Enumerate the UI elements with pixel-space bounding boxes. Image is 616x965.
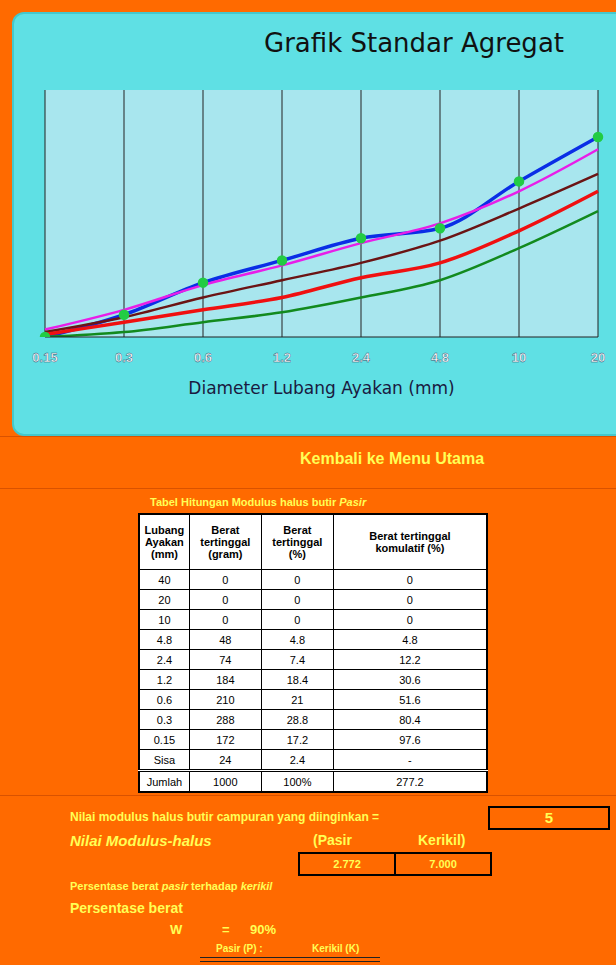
html-text:2.4: 2.4 bbox=[289, 753, 305, 766]
html-text:(Pasir: (Pasir bbox=[313, 832, 352, 848]
html-text:Berat tertinggal komulatif (%): Berat tertinggal komulatif (%) bbox=[369, 530, 451, 554]
html-text:24: 24 bbox=[219, 753, 232, 766]
html-text:4.8: 4.8 bbox=[289, 633, 305, 646]
html-text:Persentase berat: Persentase berat bbox=[70, 900, 183, 916]
html-text:Sisa: Sisa bbox=[153, 753, 176, 766]
html-text:21: 21 bbox=[291, 693, 304, 706]
html-text:10: 10 bbox=[158, 613, 171, 626]
html-text:1.2: 1.2 bbox=[156, 673, 173, 686]
html-text:74: 74 bbox=[219, 653, 232, 666]
svg-text:4.8: 4.8 bbox=[431, 350, 449, 365]
html-text:51.6: 51.6 bbox=[399, 693, 421, 706]
html-text:48: 48 bbox=[219, 633, 232, 646]
svg-text:10: 10 bbox=[512, 350, 526, 365]
html-text:80.4: 80.4 bbox=[399, 713, 421, 726]
html-text:Pasir (P) :: Pasir (P) : bbox=[216, 943, 263, 954]
html-text:172: 172 bbox=[216, 733, 235, 746]
html-text:17.2: 17.2 bbox=[286, 733, 309, 746]
html-text:0: 0 bbox=[406, 573, 413, 586]
svg-text:2.4: 2.4 bbox=[352, 350, 371, 365]
html-text:0: 0 bbox=[222, 613, 229, 626]
html-text:184: 184 bbox=[216, 673, 235, 686]
html-text:5: 5 bbox=[544, 809, 554, 826]
html-text:100%: 100% bbox=[283, 775, 312, 788]
html-text:0: 0 bbox=[294, 593, 301, 606]
html-text:288: 288 bbox=[216, 713, 235, 726]
html-text:Kembali ke Menu Utama: Kembali ke Menu Utama bbox=[300, 450, 485, 467]
html-text:Grafik Standar Agregat: Grafik Standar Agregat bbox=[264, 28, 564, 58]
svg-text:0.15: 0.15 bbox=[32, 350, 57, 365]
html-text:90%: 90% bbox=[250, 922, 276, 937]
html-text:0: 0 bbox=[222, 593, 229, 606]
html-text:40: 40 bbox=[158, 573, 171, 586]
svg-text:0.3: 0.3 bbox=[115, 350, 133, 365]
html-text:0: 0 bbox=[222, 573, 229, 586]
html-text:Jumlah: Jumlah bbox=[146, 775, 183, 788]
html-text:Kerikil (K): Kerikil (K) bbox=[312, 943, 360, 954]
html-text:0.6: 0.6 bbox=[156, 693, 173, 706]
svg-text:1.2: 1.2 bbox=[273, 350, 291, 365]
html-text:0: 0 bbox=[406, 593, 413, 606]
html-text:0.3: 0.3 bbox=[156, 713, 173, 726]
html-text:Nilai modulus halus butir camp: Nilai modulus halus butir campuran yang … bbox=[70, 810, 379, 824]
svg-text:0.6: 0.6 bbox=[194, 350, 212, 365]
html-text:Berat tertinggal (%): Berat tertinggal (%) bbox=[272, 524, 323, 560]
html-text:20: 20 bbox=[158, 593, 171, 606]
html-text:Tabel Hitungan Modulus halus b: Tabel Hitungan Modulus halus butir Pasir bbox=[150, 496, 367, 508]
svg-text:20: 20 bbox=[591, 350, 605, 365]
html-text:30.6: 30.6 bbox=[399, 673, 421, 686]
html-text:W: W bbox=[170, 922, 183, 937]
html-text:Berat tertinggal (gram): Berat tertinggal (gram) bbox=[200, 524, 251, 560]
html-text:0.15: 0.15 bbox=[153, 733, 176, 746]
html-text:277.2: 277.2 bbox=[396, 775, 424, 788]
html-text:Nilai Modulus-halus: Nilai Modulus-halus bbox=[70, 832, 212, 849]
svg-text:Diameter Lubang Ayakan (mm): Diameter Lubang Ayakan (mm) bbox=[188, 378, 454, 398]
html-text:7.4: 7.4 bbox=[289, 653, 305, 666]
html-text:0: 0 bbox=[294, 573, 301, 586]
html-text:4.8: 4.8 bbox=[156, 633, 173, 646]
html-text:7.000: 7.000 bbox=[429, 858, 457, 870]
html-text:4.8: 4.8 bbox=[402, 633, 418, 646]
html-text:0: 0 bbox=[406, 613, 413, 626]
html-text:Kerikil): Kerikil) bbox=[418, 832, 466, 848]
html-text:18.4: 18.4 bbox=[286, 673, 309, 686]
html-text:1000: 1000 bbox=[213, 775, 238, 788]
html-text:12.2: 12.2 bbox=[399, 653, 421, 666]
html-text:2.4: 2.4 bbox=[156, 653, 173, 666]
html-text:0: 0 bbox=[294, 613, 301, 626]
html-text:Lubang Ayakan (mm): Lubang Ayakan (mm) bbox=[144, 524, 185, 560]
html-text:2.772: 2.772 bbox=[333, 858, 361, 870]
html-text:Persentase berat pasir terhada: Persentase berat pasir terhadap kerikil bbox=[70, 880, 273, 892]
html-text:97.6: 97.6 bbox=[399, 733, 421, 746]
html-text:210: 210 bbox=[216, 693, 235, 706]
html-text:28.8: 28.8 bbox=[286, 713, 309, 726]
